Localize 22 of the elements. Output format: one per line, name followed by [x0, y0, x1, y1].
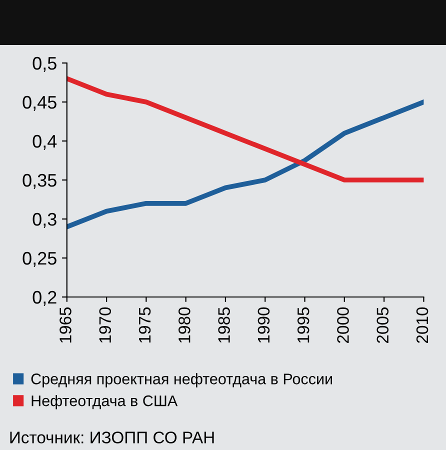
text: Источник: ИЗОПП СО РАН [10, 432, 214, 444]
legend-label: Средняя проектная нефтеотдача в России [31, 373, 332, 388]
x-tick-label: 1985 [218, 307, 230, 343]
x-tick-label: 1975 [138, 307, 151, 343]
y-tick-label: 0,45 [22, 96, 56, 111]
x-tick-label: 1965 [60, 307, 72, 343]
y-tick-label: 0,2 [32, 290, 56, 306]
x-tick-label: 2010 [416, 307, 428, 343]
legend-label: Нефтеотдача в США [32, 395, 178, 410]
line-series [66, 100, 424, 230]
y-tick-label: 0,3 [32, 212, 56, 228]
y-tick-label: 0,4 [32, 134, 57, 150]
y-tick-label: 0,35 [22, 174, 56, 189]
y-tick-label: 0,5 [32, 56, 56, 72]
x-tick-label: 1995 [297, 307, 310, 343]
x-tick-label: 2005 [376, 307, 389, 343]
x-tick-label: 1980 [178, 307, 190, 343]
line-series [66, 76, 424, 182]
x-tick-label: 1990 [258, 307, 270, 343]
y-tick-label: 0,25 [22, 252, 56, 267]
x-tick-label: 1970 [99, 307, 112, 343]
x-tick-label: 2000 [337, 307, 349, 343]
